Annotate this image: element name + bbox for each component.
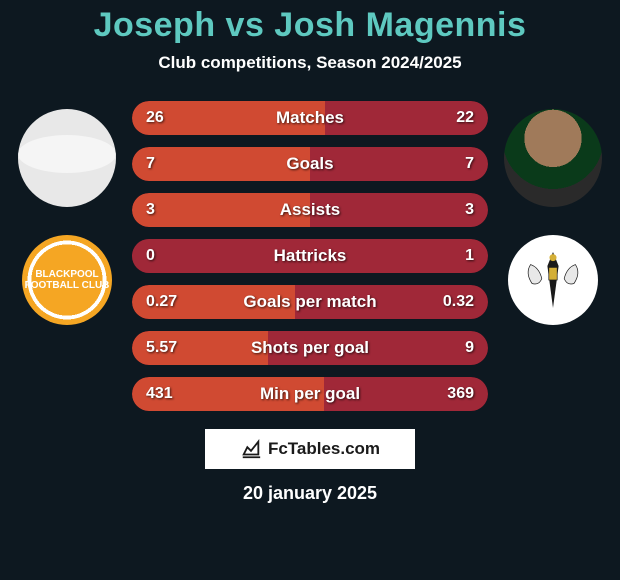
stat-label: Assists — [202, 200, 418, 220]
player1-photo — [18, 109, 116, 207]
stat-value-left: 3 — [132, 201, 202, 219]
left-column: BLACKPOOLFOOTBALL CLUB — [8, 101, 126, 325]
stat-label: Shots per goal — [202, 338, 418, 358]
stats-column: 26Matches22 7Goals7 3Assists3 0Hattricks1 0.… — [126, 101, 494, 411]
stat-value-right: 22 — [418, 109, 488, 127]
comparison-card: Joseph vs Josh Magennis Club competition… — [0, 0, 620, 580]
stat-value-left: 5.57 — [132, 339, 202, 357]
footer-brand-badge: FcTables.com — [205, 429, 415, 469]
stat-value-right: 369 — [418, 385, 488, 403]
footer-brand-text: FcTables.com — [268, 439, 380, 459]
stat-row: 0.27Goals per match0.32 — [132, 285, 488, 319]
stat-label: Min per goal — [202, 384, 418, 404]
stat-row: 431Min per goal369 — [132, 377, 488, 411]
right-column — [494, 101, 612, 325]
stat-value-left: 26 — [132, 109, 202, 127]
stat-value-right: 1 — [418, 247, 488, 265]
stat-value-left: 0.27 — [132, 293, 202, 311]
stat-row: 7Goals7 — [132, 147, 488, 181]
player1-club-badge: BLACKPOOLFOOTBALL CLUB — [22, 235, 112, 325]
season-subtitle: Club competitions, Season 2024/2025 — [0, 53, 620, 73]
stat-value-left: 431 — [132, 385, 202, 403]
player2-photo — [504, 109, 602, 207]
chart-icon — [240, 438, 262, 460]
stat-row: 5.57Shots per goal9 — [132, 331, 488, 365]
stat-value-right: 9 — [418, 339, 488, 357]
stat-label: Goals per match — [202, 292, 418, 312]
stat-value-left: 0 — [132, 247, 202, 265]
club-badge-text: BLACKPOOLFOOTBALL CLUB — [25, 269, 110, 291]
stat-value-right: 3 — [418, 201, 488, 219]
stat-value-right: 7 — [418, 155, 488, 173]
stat-row: 3Assists3 — [132, 193, 488, 227]
main-row: BLACKPOOLFOOTBALL CLUB 26Matches227Goals… — [0, 101, 620, 411]
stat-label: Hattricks — [202, 246, 418, 266]
page-title: Joseph vs Josh Magennis — [0, 0, 620, 45]
player2-club-badge — [508, 235, 598, 325]
date-text: 20 january 2025 — [0, 483, 620, 504]
stat-row: 0Hattricks1 — [132, 239, 488, 273]
stat-value-right: 0.32 — [418, 293, 488, 311]
stat-label: Matches — [202, 108, 418, 128]
stat-row: 26Matches22 — [132, 101, 488, 135]
stat-value-left: 7 — [132, 155, 202, 173]
stat-label: Goals — [202, 154, 418, 174]
crest-icon — [518, 245, 588, 315]
